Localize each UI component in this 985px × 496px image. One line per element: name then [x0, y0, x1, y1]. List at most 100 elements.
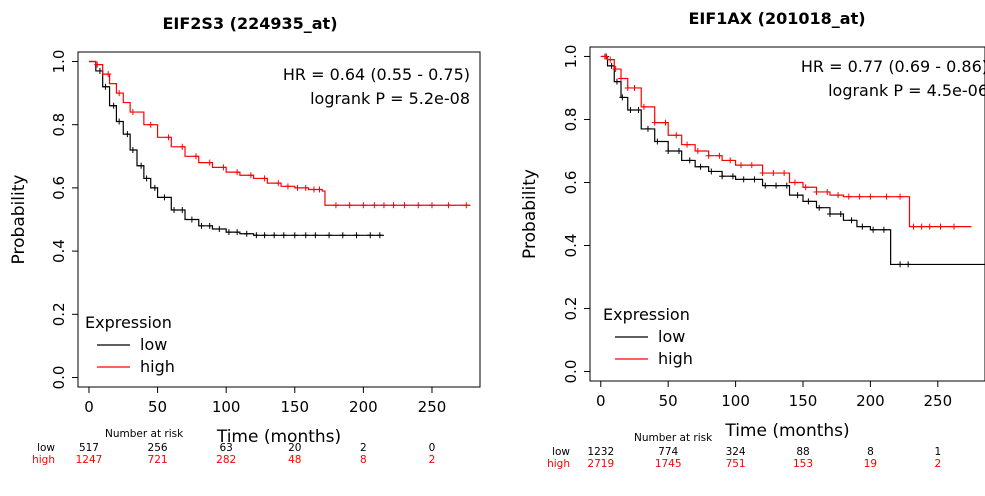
chart-title: EIF1AX (201018_at): [688, 9, 865, 28]
censor-mark-low: [627, 107, 634, 114]
x-axis-label: Time (months): [724, 421, 849, 441]
censor-mark-high: [640, 103, 647, 110]
censor-mark-high: [897, 193, 904, 200]
x-tick-label: 100: [212, 398, 241, 416]
censor-mark-low: [848, 217, 855, 224]
x-axis-label: Time (months): [216, 427, 341, 447]
y-tick-label: 1.0: [562, 45, 580, 69]
censor-mark-high: [813, 188, 820, 195]
risk-value-high: 282: [216, 454, 236, 466]
km-panel-eif2s3: EIF2S3 (224935_at) 0 50 100 150 200 250 0.0 0.2 0…: [0, 0, 490, 496]
censor-mark-low: [225, 229, 232, 236]
censor-mark-high: [631, 84, 638, 91]
censor-mark-high: [360, 202, 367, 209]
censor-mark-high: [910, 223, 917, 230]
plot-frame: [77, 51, 481, 388]
censor-mark-high: [206, 159, 213, 166]
hazard-annotation: HR = 0.77 (0.69 - 0.86): [801, 57, 985, 76]
censor-mark-low: [608, 62, 615, 69]
censor-mark-high: [94, 61, 101, 68]
plot-frame: [589, 46, 985, 382]
censor-mark-high: [802, 184, 809, 191]
hazard-annotation: logrank P = 5.2e-08: [310, 89, 470, 108]
censor-mark-low: [138, 162, 145, 169]
censor-mark-high: [867, 193, 874, 200]
risk-row-label-high: high: [32, 454, 55, 466]
censor-mark-low: [729, 173, 736, 180]
censor-mark-high: [791, 179, 798, 186]
censor-mark-low: [880, 226, 887, 233]
censor-mark-high: [937, 223, 944, 230]
censor-mark-low: [794, 192, 801, 199]
censor-mark-low: [302, 232, 309, 239]
censor-mark-low: [719, 173, 726, 180]
y-tick-label: 0.0: [50, 366, 68, 390]
y-tick-label: 0.8: [562, 108, 580, 132]
censor-mark-low: [773, 182, 780, 189]
legend-title: Expression: [603, 305, 690, 324]
hazard-annotation: HR = 0.64 (0.55 - 0.75): [283, 65, 470, 84]
risk-value-low: 2: [360, 442, 367, 454]
risk-value-high: 721: [148, 454, 168, 466]
censor-mark-high: [845, 193, 852, 200]
risk-value-low: 63: [219, 442, 232, 454]
risk-row-label-low: low: [552, 446, 570, 458]
censor-mark-low: [644, 125, 651, 132]
risk-value-high: 751: [726, 458, 746, 470]
risk-table-header: Number at risk: [634, 432, 713, 444]
censor-mark-low: [619, 94, 626, 101]
censor-mark-high: [129, 109, 136, 116]
censor-mark-low: [697, 163, 704, 170]
censor-mark-low: [102, 83, 109, 90]
km-panel-eif1ax: EIF1AX (201018_at) 0 50 100 150 200 250 0.0 0.2 0…: [490, 0, 985, 496]
censor-mark-low: [151, 184, 158, 191]
censor-mark-high: [835, 192, 842, 199]
y-axis-label: Probability: [520, 169, 540, 259]
censor-mark-low: [253, 232, 260, 239]
censor-mark-low: [654, 138, 661, 145]
censor-mark-low: [179, 207, 186, 214]
censor-mark-high: [607, 56, 614, 63]
censor-mark-low: [665, 147, 672, 154]
legend-label-low: low: [658, 327, 685, 346]
censor-mark-low: [96, 67, 103, 74]
legend-label-high: high: [140, 357, 175, 376]
censor-mark-high: [926, 223, 933, 230]
risk-value-low: 324: [726, 446, 746, 458]
y-tick-label: 0.0: [562, 360, 580, 384]
censor-mark-low: [110, 102, 117, 109]
censor-mark-high: [316, 186, 323, 193]
censor-mark-low: [161, 194, 168, 201]
censor-mark-low: [686, 157, 693, 164]
censor-mark-high: [824, 188, 831, 195]
x-tick-label: 0: [84, 398, 94, 416]
risk-value-high: 2: [934, 458, 941, 470]
y-tick-label: 0.4: [562, 234, 580, 258]
risk-value-high: 2: [429, 454, 436, 466]
censor-mark-high: [883, 193, 890, 200]
censor-mark-high: [662, 119, 669, 126]
x-tick-label: 50: [659, 392, 678, 410]
censor-mark-low: [859, 223, 866, 230]
censor-mark-high: [390, 202, 397, 209]
censor-mark-low: [826, 211, 833, 217]
y-tick-label: 1.0: [50, 50, 68, 74]
censor-mark-high: [684, 141, 691, 148]
censor-mark-high: [618, 75, 625, 82]
censor-mark-low: [280, 232, 287, 239]
censor-mark-high: [651, 119, 658, 126]
risk-row-label-high: high: [547, 458, 570, 470]
censor-mark-low: [129, 146, 136, 153]
censor-mark-high: [371, 202, 378, 209]
censor-mark-low: [762, 182, 769, 189]
series-low: [600, 53, 985, 268]
censor-mark-low: [124, 131, 131, 138]
censor-mark-low: [312, 232, 319, 239]
series-low: [88, 60, 384, 239]
censor-mark-high: [179, 143, 186, 150]
censor-mark-high: [601, 53, 608, 60]
y-tick-label: 0.8: [50, 113, 68, 137]
censor-mark-low: [870, 226, 877, 233]
censor-mark-high: [428, 202, 435, 209]
x-tick-label: 50: [148, 398, 167, 416]
